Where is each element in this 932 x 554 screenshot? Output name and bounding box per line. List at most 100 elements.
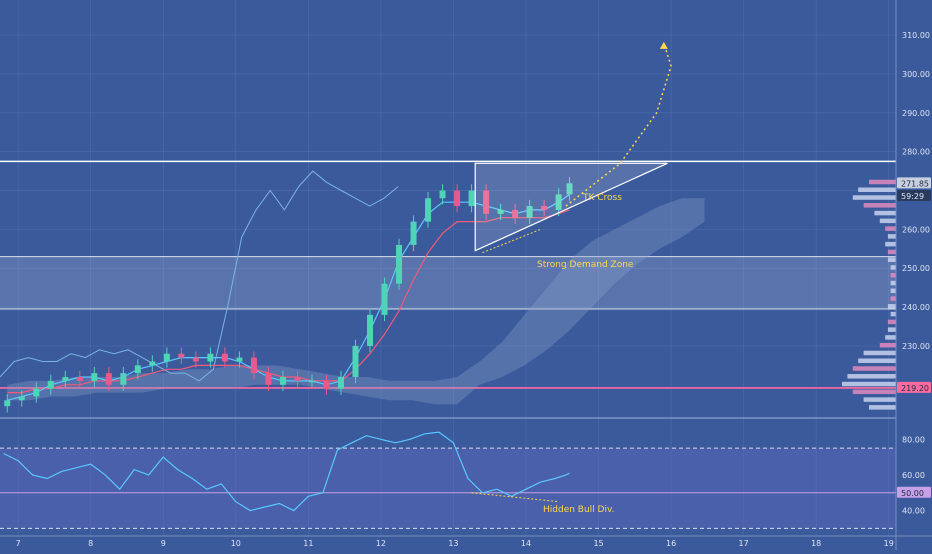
time-tick-label: 16	[666, 539, 676, 548]
triangle-base-trendline	[482, 228, 541, 254]
kijun-line	[7, 209, 570, 394]
candle-body	[62, 377, 69, 381]
candle-body	[352, 345, 359, 378]
candlesticks	[4, 177, 573, 413]
volume-profile-bar	[852, 366, 896, 371]
candle-body	[4, 400, 11, 407]
candle-body	[149, 361, 156, 366]
price-tick-label: 240.00	[902, 303, 930, 312]
candle-body	[497, 209, 504, 214]
chikou-span-line	[0, 170, 399, 382]
ascending-triangle	[474, 162, 668, 252]
time-tick-label: 17	[739, 539, 749, 548]
rsi-pane	[0, 431, 896, 529]
volume-profile	[842, 179, 896, 410]
volume-profile-bar	[890, 288, 896, 294]
candle-body	[105, 373, 112, 385]
time-tick-label: 13	[448, 539, 458, 548]
volume-profile-bar	[863, 203, 896, 208]
volume-profile-bar	[885, 226, 896, 231]
candle-body	[76, 377, 83, 381]
candle-body	[425, 198, 432, 222]
time-tick-label: 14	[521, 539, 531, 548]
volume-profile-bar	[869, 405, 896, 410]
volume-profile-bar	[863, 397, 896, 402]
candle-body	[163, 353, 170, 362]
rsi-band	[0, 448, 896, 529]
grid	[0, 0, 896, 536]
candle-body	[566, 183, 573, 195]
volume-profile-bar	[863, 350, 896, 356]
price-badge-label: 219.20	[901, 384, 929, 393]
candle-body	[367, 314, 374, 346]
projection-arrowhead	[659, 41, 668, 49]
candle-body	[308, 380, 315, 383]
drawings	[474, 41, 672, 254]
volume-profile-bar	[847, 374, 896, 379]
price-axis-background	[896, 0, 932, 550]
candle-body	[294, 377, 301, 381]
volume-profile-bar	[885, 335, 896, 340]
candle-body	[33, 388, 40, 397]
volume-profile-bar	[887, 327, 896, 332]
time-tick-label: 12	[376, 539, 386, 548]
candle-body	[178, 353, 185, 358]
time-tick-label: 11	[303, 539, 313, 548]
time-tick-label: 10	[231, 539, 241, 548]
projection-path	[565, 42, 672, 207]
indicator-lines	[0, 170, 570, 401]
tenkan-line	[7, 193, 570, 401]
time-tick-label: 15	[593, 539, 603, 548]
cloud-area	[7, 198, 705, 405]
volume-profile-bar	[858, 187, 896, 193]
volume-profile-bar	[887, 257, 896, 262]
candle-body	[483, 190, 490, 214]
price-badge	[897, 381, 931, 393]
volume-profile-bar	[858, 358, 896, 363]
tk-cross-annotation: TK Cross	[582, 193, 622, 203]
candle-body	[555, 194, 562, 210]
volume-profile-bar	[879, 218, 896, 224]
price-tick-label: 280.00	[902, 148, 930, 157]
price-badge-label: 271.85	[901, 179, 929, 188]
volume-profile-bar	[890, 273, 896, 278]
divergence-line	[471, 492, 559, 503]
candle-body	[512, 209, 519, 218]
volume-profile-bar	[887, 319, 896, 325]
price-tick-label: 290.00	[902, 109, 930, 118]
volume-profile-bar	[887, 234, 896, 239]
candle-body	[91, 373, 98, 381]
volume-profile-bar	[890, 311, 896, 317]
volume-profile-bar	[890, 265, 896, 270]
candle-body	[323, 380, 330, 389]
rsi-tick-label: 60.00	[902, 471, 925, 480]
volume-profile-bar	[885, 241, 896, 247]
time-tick-label: 18	[811, 539, 821, 548]
candle-body	[454, 190, 461, 207]
candle-body	[120, 373, 127, 385]
price-badge	[897, 177, 931, 189]
candle-body	[236, 357, 243, 362]
volume-profile-bar	[852, 389, 896, 395]
candle-body	[410, 221, 417, 245]
candle-body	[526, 206, 533, 218]
candle-body	[279, 377, 286, 385]
time-tick-label: 19	[884, 539, 894, 548]
rsi-line	[3, 431, 570, 512]
rsi-badge	[897, 486, 931, 498]
volume-profile-bar	[869, 179, 896, 185]
candle-body	[468, 190, 475, 207]
price-tick-label: 310.00	[902, 31, 930, 40]
price-tick-label: 300.00	[902, 70, 930, 79]
time-tick-label: 8	[88, 539, 93, 548]
demand-zone-label: Strong Demand Zone	[537, 260, 634, 270]
price-tick-label: 260.00	[902, 225, 930, 234]
candle-body	[18, 396, 25, 401]
volume-profile-bar	[874, 210, 896, 216]
demand-zone	[0, 256, 896, 310]
price-zones	[0, 160, 896, 389]
